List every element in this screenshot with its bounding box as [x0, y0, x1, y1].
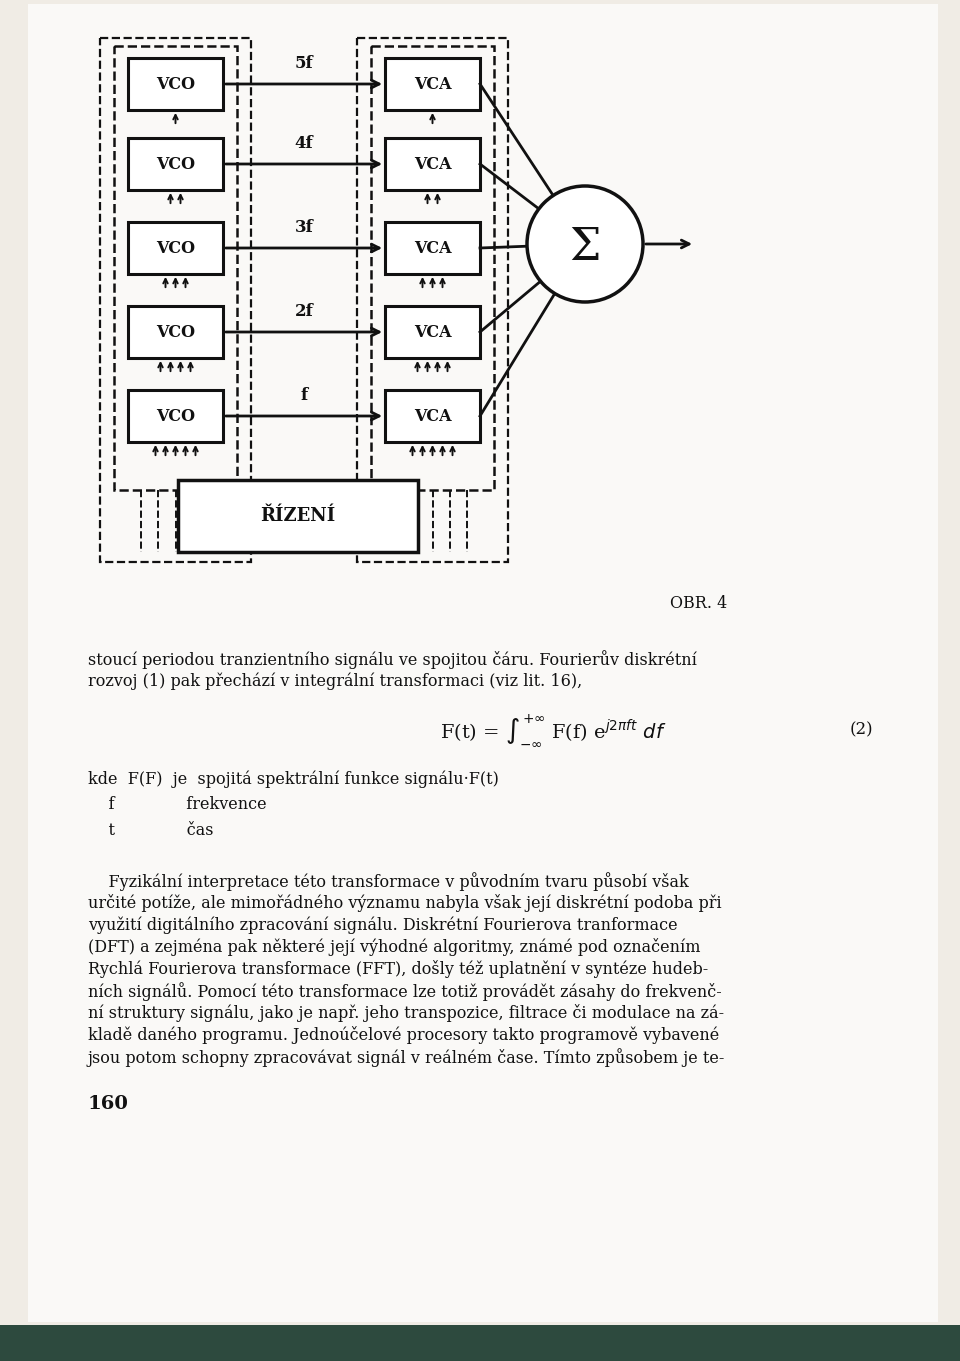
Text: OBR. 4: OBR. 4: [670, 595, 728, 612]
Text: jsou potom schopny zpracovávat signál v reálném čase. Tímto způsobem je te-: jsou potom schopny zpracovávat signál v …: [88, 1048, 726, 1067]
Text: 3f: 3f: [295, 219, 313, 235]
Bar: [100, 38, 251, 562]
Text: (DFT) a zejména pak některé její výhodné algoritmy, známé pod označením: (DFT) a zejména pak některé její výhodné…: [88, 938, 701, 955]
Text: (2): (2): [850, 721, 874, 739]
Text: VCO: VCO: [156, 75, 195, 93]
Text: 160: 160: [88, 1096, 129, 1113]
Text: 2f: 2f: [295, 304, 313, 320]
Bar: [385, 59, 480, 110]
Text: VCO: VCO: [156, 155, 195, 173]
Text: ních signálů. Pomocí této transformace lze totiž provádět zásahy do frekvenč-: ních signálů. Pomocí této transformace l…: [88, 983, 722, 1000]
Bar: [128, 222, 223, 274]
Bar: [128, 59, 223, 110]
Text: VCA: VCA: [414, 240, 451, 256]
Text: VCA: VCA: [414, 155, 451, 173]
Circle shape: [527, 186, 643, 302]
Text: Rychlá Fourierova transformace (FFT), došly též uplatnění v syntéze hudeb-: Rychlá Fourierova transformace (FFT), do…: [88, 960, 708, 979]
Bar: [371, 46, 494, 490]
Bar: [385, 137, 480, 191]
Bar: [128, 137, 223, 191]
Text: kde  F(F)  je  spojitá spektrální funkce signálu·F(t): kde F(F) je spojitá spektrální funkce si…: [88, 770, 499, 788]
Text: VCO: VCO: [156, 407, 195, 425]
Text: f              frekvence: f frekvence: [88, 796, 267, 813]
Text: 5f: 5f: [295, 54, 313, 72]
Text: ŘÍZENÍ: ŘÍZENÍ: [260, 508, 336, 525]
Text: stoucí periodou tranzientního signálu ve spojitou čáru. Fourierův diskrétní: stoucí periodou tranzientního signálu ve…: [88, 651, 697, 668]
Text: využití digitálního zpracování signálu. Diskrétní Fourierova tranformace: využití digitálního zpracování signálu. …: [88, 916, 678, 934]
Text: t              čas: t čas: [88, 822, 213, 838]
Text: Fyzikální interpretace této transformace v původním tvaru působí však: Fyzikální interpretace této transformace…: [88, 872, 688, 891]
Bar: [385, 306, 480, 358]
Bar: [385, 222, 480, 274]
Text: F(t) = $\int_{-\infty}^{+\infty}$ F(f) e$^{j2\pi ft}$ $df$: F(t) = $\int_{-\infty}^{+\infty}$ F(f) e…: [440, 712, 666, 747]
Bar: [128, 306, 223, 358]
Text: VCO: VCO: [156, 324, 195, 340]
Text: určité potíže, ale mimořádného významu nabyla však její diskrétní podoba při: určité potíže, ale mimořádného významu n…: [88, 894, 722, 912]
Bar: [128, 391, 223, 442]
Bar: [114, 46, 237, 490]
Text: kladě daného programu. Jednoúčelové procesory takto programově vybavené: kladě daného programu. Jednoúčelové proc…: [88, 1026, 719, 1044]
Text: 4f: 4f: [295, 135, 313, 152]
Bar: [0, 1326, 960, 1361]
Text: VCA: VCA: [414, 324, 451, 340]
Text: rozvoj (1) pak přechází v integrální transformaci (viz lit. 16),: rozvoj (1) pak přechází v integrální tra…: [88, 672, 583, 690]
Text: ní struktury signálu, jako je např. jeho transpozice, filtrace či modulace na zá: ní struktury signálu, jako je např. jeho…: [88, 1004, 724, 1022]
Text: f: f: [300, 387, 307, 404]
Bar: [357, 38, 508, 562]
Text: VCA: VCA: [414, 407, 451, 425]
Bar: [385, 391, 480, 442]
Bar: [178, 480, 418, 553]
Text: VCO: VCO: [156, 240, 195, 256]
Text: Σ: Σ: [569, 226, 601, 268]
Text: VCA: VCA: [414, 75, 451, 93]
